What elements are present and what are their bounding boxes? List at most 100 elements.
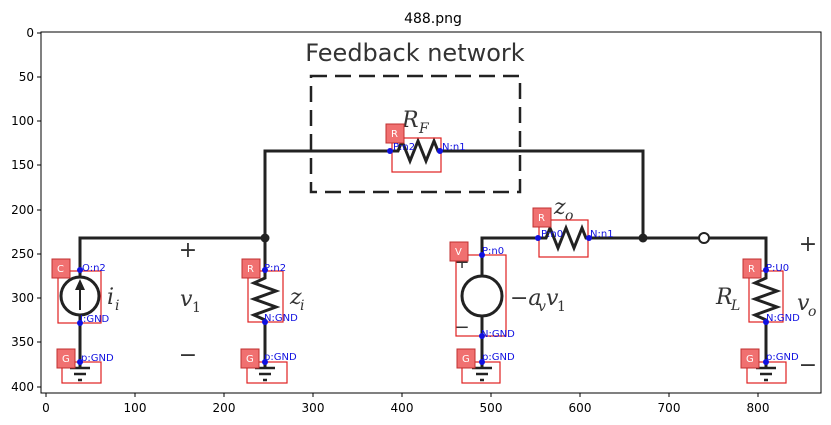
vs-class-badge bbox=[449, 241, 469, 262]
zo-resistor bbox=[538, 223, 590, 253]
x-tick-label: 500 bbox=[480, 401, 503, 415]
x-tick-label: 200 bbox=[213, 401, 236, 415]
feedback-network-box bbox=[309, 74, 522, 194]
rl-class-text: R bbox=[748, 264, 755, 275]
junction-node bbox=[260, 233, 270, 243]
pin-label: P:n0 bbox=[482, 246, 504, 257]
pin-dot bbox=[77, 359, 83, 365]
zi-class-text: R bbox=[247, 264, 254, 275]
x-axis: 0 100 200 300 400 500 600 700 800 bbox=[42, 393, 769, 415]
y-tick-label: 250 bbox=[11, 247, 34, 261]
rf-class-badge bbox=[385, 123, 405, 144]
vo-subscript: o bbox=[808, 304, 816, 320]
ground-class-badge bbox=[740, 348, 760, 369]
feedback-network-title: Feedback network bbox=[305, 39, 524, 67]
pin-label: p:GND bbox=[482, 352, 515, 363]
zi-resistor bbox=[249, 268, 281, 368]
v1-label: v bbox=[180, 287, 193, 312]
pin-label: P:U0 bbox=[766, 263, 789, 274]
pin-dot bbox=[535, 235, 541, 241]
x-tick-label: 0 bbox=[42, 401, 50, 415]
v1-minus: − bbox=[179, 343, 197, 368]
pin-label: I:GND bbox=[80, 314, 110, 325]
pin-dot bbox=[763, 267, 769, 273]
source-v1-subscript: 1 bbox=[557, 299, 566, 315]
vs-class-text: V bbox=[455, 247, 462, 258]
wire-output bbox=[709, 236, 768, 268]
y-tick-label: 400 bbox=[11, 380, 34, 394]
circuit: Feedback network R F i i + v 1 − z i bbox=[59, 39, 817, 382]
pin-dot bbox=[387, 148, 393, 154]
cs-class-badge bbox=[51, 258, 71, 279]
wire-top-right bbox=[440, 149, 645, 238]
ground-class-badge bbox=[240, 348, 260, 369]
junction-node bbox=[638, 233, 648, 243]
pin-dot bbox=[586, 235, 592, 241]
zo-class-text: R bbox=[538, 213, 545, 224]
rf-bbox bbox=[391, 137, 442, 173]
y-tick-label: 300 bbox=[11, 291, 34, 305]
pin-dot bbox=[77, 320, 83, 326]
x-tick-label: 800 bbox=[747, 401, 770, 415]
pin-label: N:GND bbox=[481, 329, 515, 340]
pin-label: N:GND bbox=[264, 313, 298, 324]
pin-label: p:GND bbox=[264, 352, 297, 363]
ground-class-text: G bbox=[62, 354, 70, 365]
rf-subscript: F bbox=[418, 121, 430, 137]
pin-label: O:n2 bbox=[82, 263, 106, 274]
v1-subscript: 1 bbox=[192, 300, 201, 316]
y-tick-label: 200 bbox=[11, 203, 34, 217]
pin-dot bbox=[479, 252, 485, 258]
source-gain-label: −a bbox=[510, 286, 542, 311]
pin-dot bbox=[479, 359, 485, 365]
y-tick-label: 0 bbox=[26, 26, 34, 40]
ground-class-text: G bbox=[746, 354, 754, 365]
y-tick-label: 50 bbox=[19, 70, 34, 84]
pin-dot bbox=[262, 267, 268, 273]
pin-dot bbox=[479, 333, 485, 339]
zo-label: z bbox=[553, 195, 566, 220]
pin-label: N:n1 bbox=[590, 229, 614, 240]
source-minus: − bbox=[454, 317, 469, 338]
y-axis: 0 50 100 150 200 250 300 350 400 bbox=[11, 26, 41, 394]
pin-dot bbox=[77, 267, 83, 273]
wire-top-left bbox=[263, 149, 390, 238]
ground-class-badge bbox=[56, 348, 76, 369]
pin-dot bbox=[262, 319, 268, 325]
zi-label: z bbox=[289, 285, 302, 310]
pin-label: N:GND bbox=[766, 313, 800, 324]
x-tick-label: 100 bbox=[124, 401, 147, 415]
zo-subscript: o bbox=[565, 208, 573, 224]
rl-resistor bbox=[750, 268, 782, 368]
rf-label: R bbox=[401, 108, 419, 133]
ground-class-text: G bbox=[246, 354, 254, 365]
vo-minus: − bbox=[799, 353, 817, 378]
vo-label: v bbox=[797, 291, 810, 316]
ii-label: i bbox=[107, 285, 114, 310]
rl-label: R bbox=[715, 285, 733, 310]
pin-label: N:n1 bbox=[442, 142, 466, 153]
rl-class-badge bbox=[742, 258, 762, 279]
plot-title: 488.png bbox=[404, 11, 462, 27]
wire-left-top bbox=[78, 236, 265, 268]
vo-plus: + bbox=[799, 232, 817, 257]
x-tick-label: 400 bbox=[391, 401, 414, 415]
zo-class-badge bbox=[532, 207, 552, 228]
axes-frame bbox=[40, 31, 822, 394]
output-terminal bbox=[698, 232, 710, 244]
y-tick-label: 100 bbox=[11, 114, 34, 128]
source-gain-subscript: v bbox=[538, 299, 546, 315]
rl-subscript: L bbox=[730, 298, 740, 314]
y-tick-label: 150 bbox=[11, 158, 34, 172]
pin-label: P:n2 bbox=[393, 142, 415, 153]
x-tick-label: 600 bbox=[569, 401, 592, 415]
pin-dot bbox=[763, 319, 769, 325]
zi-class-badge bbox=[241, 258, 261, 279]
x-tick-label: 700 bbox=[658, 401, 681, 415]
rf-class-text: R bbox=[391, 129, 398, 140]
rf-resistor bbox=[390, 136, 440, 166]
ground-class-text: G bbox=[462, 354, 470, 365]
cs-class-text: C bbox=[57, 264, 64, 275]
